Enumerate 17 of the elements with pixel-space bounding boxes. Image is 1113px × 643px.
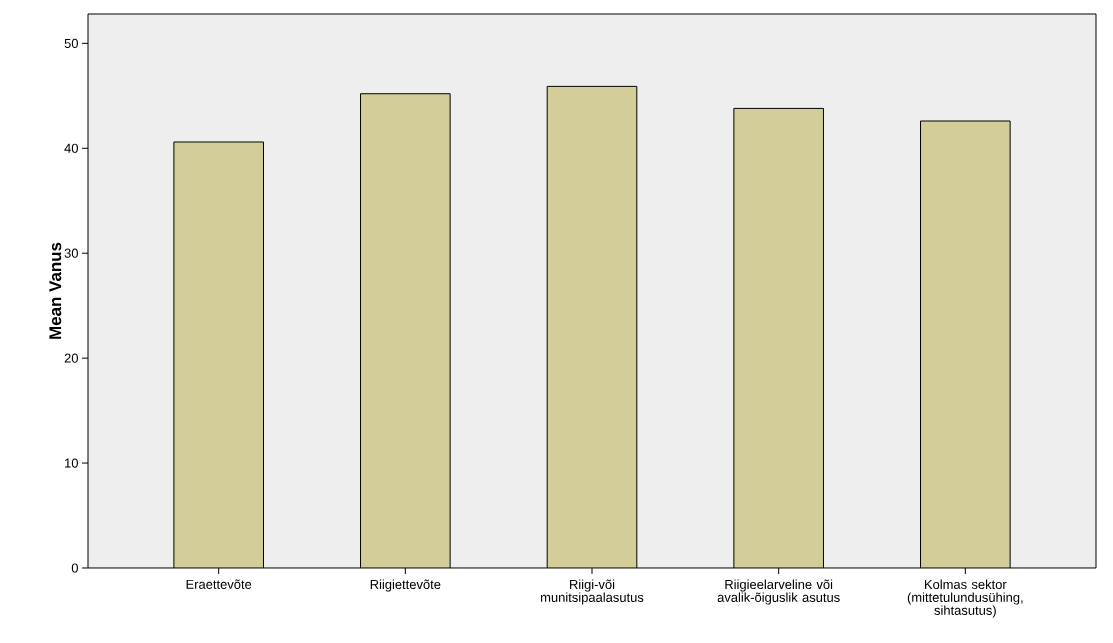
y-axis-title: Mean Vanus [49, 242, 62, 339]
bar [360, 93, 451, 568]
bar [547, 86, 637, 568]
x-tick-label: Kolmas sektor (mittetulundusühing, sihtasutus) [907, 579, 1023, 618]
bar [173, 141, 264, 568]
y-tick-label: 50 [64, 38, 78, 48]
y-tick-label: 40 [64, 143, 78, 153]
x-tick-label: Riigi-või munitsipaalasutus [541, 579, 644, 605]
y-tick-label: 30 [64, 248, 78, 258]
x-tick-label: Riigieelarveline või avalik-õiguslik asutus [717, 579, 840, 605]
bar [920, 120, 1011, 568]
bar [733, 108, 824, 568]
x-tick-label: Riigiettevõte [370, 579, 441, 592]
y-tick-label: 10 [65, 458, 78, 468]
y-tick-label: 0 [71, 563, 78, 573]
x-tick-label: Eraettevõte [186, 579, 252, 589]
y-tick-label: 20 [64, 353, 78, 363]
